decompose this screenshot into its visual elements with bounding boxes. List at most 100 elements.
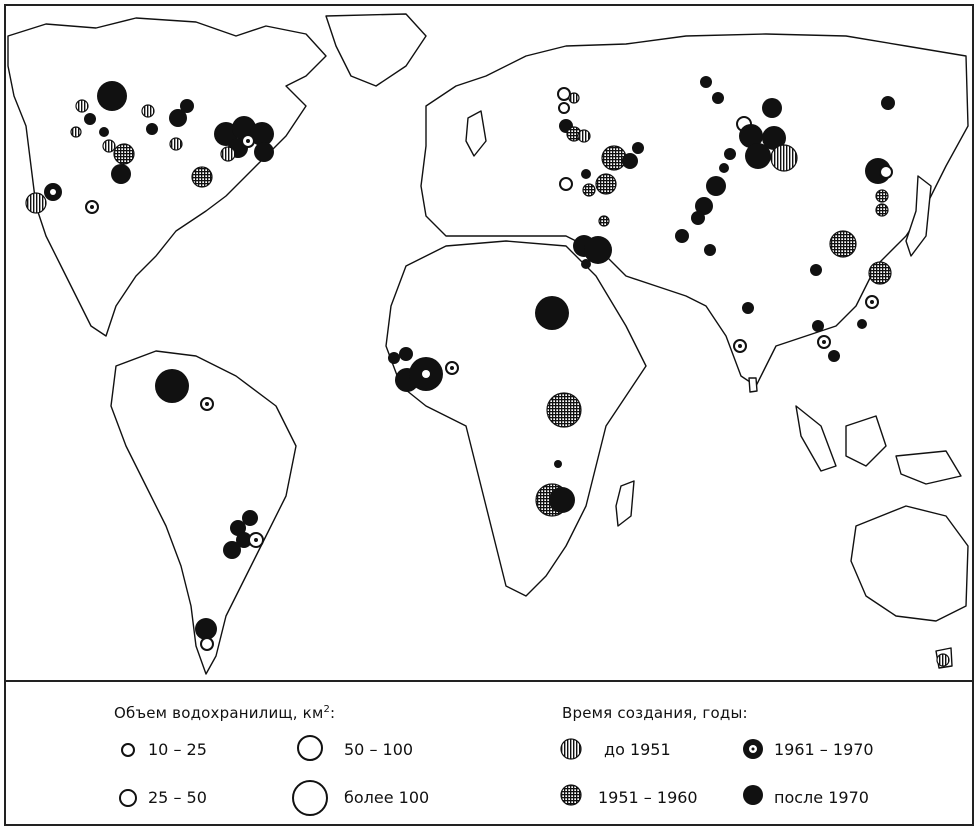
reservoir-marker: [25, 192, 47, 214]
sumatra: [795, 405, 837, 472]
reservoir-marker: [675, 229, 689, 243]
volume-10-25-label: 10 – 25: [148, 740, 207, 759]
australia: [850, 505, 969, 622]
volume-over-100-symbol: [292, 780, 328, 816]
reservoir-marker: [881, 96, 895, 110]
reservoir-marker: [581, 169, 591, 179]
volume-50-100-label: 50 – 100: [344, 740, 414, 759]
volume-25-50-symbol: [119, 789, 137, 807]
reservoir-marker: [111, 164, 131, 184]
volume-25-50-label: 25 – 50: [148, 788, 207, 807]
reservoir-marker: [742, 302, 754, 314]
period-after-1970-label: после 1970: [774, 788, 869, 807]
reservoir-marker: [200, 637, 214, 651]
reservoir-marker: [812, 320, 824, 332]
sri-lanka: [748, 377, 758, 393]
period-1951-1960-symbol: [560, 784, 582, 806]
period-1961-1970-symbol: [743, 739, 763, 759]
reservoir-marker: [622, 153, 638, 169]
reservoir-marker: [180, 99, 194, 113]
reservoir-marker: [879, 165, 893, 179]
reservoir-marker: [738, 344, 742, 348]
reservoir-marker: [695, 197, 713, 215]
reservoir-marker: [582, 183, 596, 197]
reservoir-marker: [691, 211, 705, 225]
world-map: [7, 13, 969, 675]
reservoir-marker: [704, 244, 716, 256]
reservoir-marker: [97, 81, 127, 111]
reservoir-marker: [584, 236, 612, 264]
reservoir-marker: [559, 177, 573, 191]
reservoir-marker: [762, 126, 786, 150]
reservoir-marker: [450, 366, 454, 370]
reservoir-marker: [558, 102, 570, 114]
reservoir-marker: [242, 510, 258, 526]
reservoir-marker: [254, 142, 274, 162]
reservoir-marker: [598, 215, 610, 227]
greenland: [325, 13, 427, 87]
reservoir-marker: [546, 392, 582, 428]
reservoir-marker: [84, 113, 96, 125]
south-america: [110, 350, 297, 675]
period-legend-title: Время создания, годы:: [562, 704, 748, 722]
reservoir-marker: [936, 653, 950, 667]
reservoir-marker: [75, 99, 89, 113]
map-legend: Объем водохранилищ, км2: 10 – 25 25 – 50…: [6, 680, 972, 824]
reservoir-marker: [828, 350, 840, 362]
reservoir-marker: [70, 126, 82, 138]
reservoir-marker: [557, 87, 571, 101]
reservoir-marker: [220, 146, 236, 162]
reservoir-marker: [230, 520, 246, 536]
reservoir-marker: [155, 369, 189, 403]
period-1951-1960-label: 1951 – 1960: [598, 788, 698, 807]
reservoir-marker: [90, 205, 94, 209]
volume-10-25-symbol: [121, 743, 135, 757]
reservoir-symbols: [25, 76, 950, 667]
volume-legend-title: Объем водохранилищ, км2:: [114, 704, 336, 722]
africa: [385, 240, 647, 597]
period-before-1951-symbol: [560, 738, 582, 760]
reservoir-marker: [822, 340, 826, 344]
reservoir-marker: [568, 92, 580, 104]
japan: [905, 175, 932, 257]
reservoir-marker: [577, 129, 591, 143]
period-1961-1970-label: 1961 – 1970: [774, 740, 874, 759]
reservoir-marker: [141, 104, 155, 118]
reservoir-marker: [770, 144, 798, 172]
reservoir-marker: [719, 163, 729, 173]
reservoir-marker: [868, 261, 892, 285]
reservoir-marker: [581, 259, 591, 269]
reservoir-marker: [810, 264, 822, 276]
reservoir-marker: [595, 173, 617, 195]
reservoir-marker: [50, 189, 56, 195]
reservoir-marker: [250, 122, 274, 146]
reservoir-marker: [236, 532, 252, 548]
reservoir-marker: [254, 538, 258, 542]
british-isles: [465, 110, 487, 157]
new-guinea: [895, 450, 962, 485]
borneo: [845, 415, 887, 467]
period-before-1951-label: до 1951: [604, 740, 671, 759]
reservoir-marker: [102, 139, 116, 153]
reservoir-marker: [706, 176, 726, 196]
reservoir-marker: [399, 347, 413, 361]
continent-outlines: [7, 13, 969, 675]
reservoir-marker: [829, 230, 857, 258]
reservoir-marker: [246, 139, 250, 143]
reservoir-marker: [745, 143, 771, 169]
reservoir-marker: [712, 92, 724, 104]
reservoir-marker: [762, 98, 782, 118]
reservoir-marker: [700, 76, 712, 88]
reservoir-marker: [146, 123, 158, 135]
reservoir-marker: [205, 402, 209, 406]
north-america: [7, 17, 327, 337]
reservoir-marker: [422, 370, 430, 378]
reservoir-marker: [191, 166, 213, 188]
reservoir-marker: [739, 124, 763, 148]
reservoir-marker: [632, 142, 644, 154]
period-after-1970-symbol: [743, 785, 763, 805]
reservoir-marker: [169, 137, 183, 151]
volume-over-100-label: более 100: [344, 788, 430, 807]
reservoir-marker: [169, 109, 187, 127]
reservoir-marker: [870, 300, 874, 304]
